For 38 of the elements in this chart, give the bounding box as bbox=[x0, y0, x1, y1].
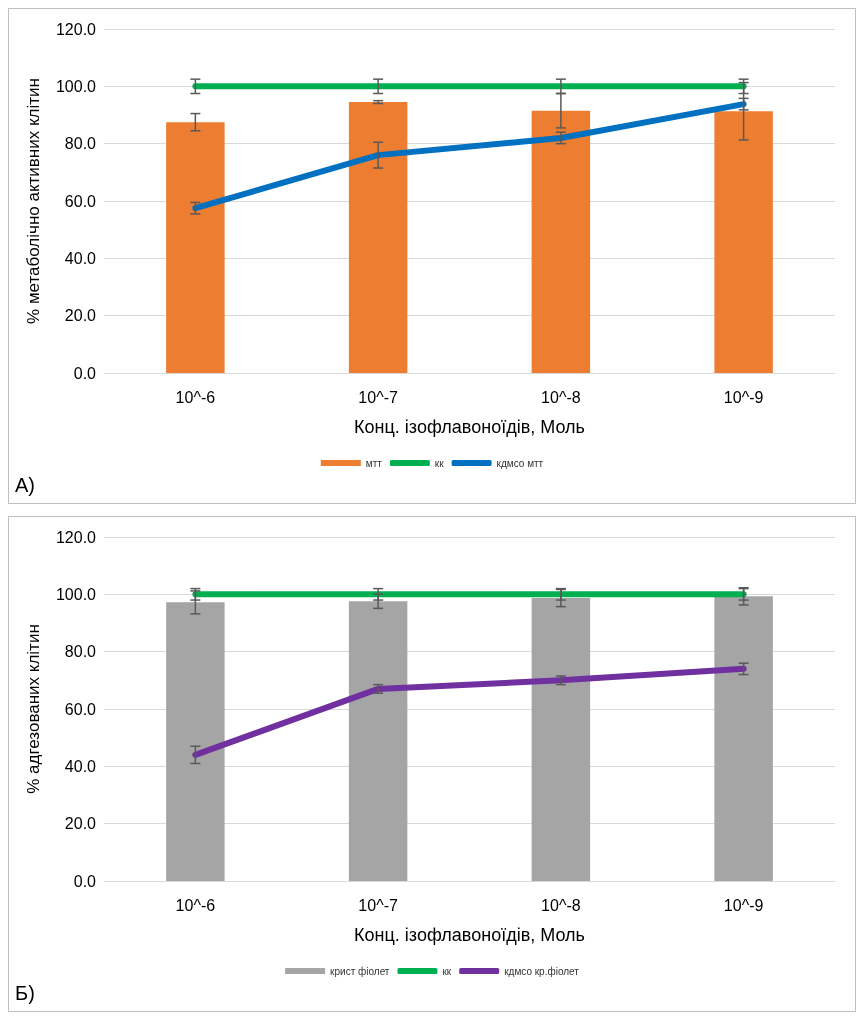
y-tick-label: 120.0 bbox=[55, 20, 97, 38]
bar bbox=[348, 102, 408, 373]
y-tick-label: 0.0 bbox=[73, 364, 97, 382]
y-axis-title: % метаболічно активних клітин bbox=[24, 78, 43, 324]
y-axis-title: % адгезованих клітин bbox=[24, 624, 43, 794]
y-tick-label: 40.0 bbox=[64, 757, 97, 775]
y-tick-label: 100.0 bbox=[55, 585, 97, 603]
x-tick-label: 10^-9 bbox=[723, 896, 764, 914]
x-tick-label: 10^-9 bbox=[723, 388, 764, 406]
x-tick-label: 10^-6 bbox=[175, 388, 216, 406]
x-tick-label: 10^-8 bbox=[541, 896, 581, 914]
x-tick-label: 10^-8 bbox=[541, 388, 581, 406]
legend-label: кк bbox=[442, 965, 452, 977]
y-tick-label: 40.0 bbox=[64, 249, 97, 267]
y-tick-label: 60.0 bbox=[64, 700, 97, 718]
text: Б) bbox=[15, 982, 35, 1004]
x-axis-title: Конц. ізофлавоноїдів, Моль bbox=[354, 925, 585, 945]
x-tick-label: 10^-7 bbox=[358, 388, 398, 406]
y-tick-label: 20.0 bbox=[64, 307, 97, 325]
legend-label: крист фіолет bbox=[330, 965, 390, 977]
x-tick-label: 10^-6 bbox=[175, 896, 216, 914]
legend-label: кдмсо мтт bbox=[496, 457, 544, 469]
y-tick-label: 0.0 bbox=[73, 872, 97, 890]
bar bbox=[531, 110, 591, 373]
y-tick-label: 100.0 bbox=[55, 77, 97, 95]
y-tick-label: 60.0 bbox=[64, 192, 97, 210]
x-axis-title: Конц. ізофлавоноїдів, Моль bbox=[354, 417, 585, 437]
y-tick-label: 80.0 bbox=[64, 643, 97, 661]
y-tick-label: 80.0 bbox=[64, 135, 97, 153]
legend-label: мтт bbox=[365, 457, 383, 469]
legend-label: кк bbox=[434, 457, 445, 469]
x-tick-label: 10^-7 bbox=[358, 896, 398, 914]
legend-label: кдмсо кр.фіолет bbox=[504, 965, 580, 977]
y-tick-label: 120.0 bbox=[55, 528, 97, 546]
bar bbox=[714, 111, 773, 373]
bar bbox=[166, 122, 225, 373]
y-tick-label: 20.0 bbox=[64, 815, 97, 833]
text: А) bbox=[15, 474, 35, 496]
